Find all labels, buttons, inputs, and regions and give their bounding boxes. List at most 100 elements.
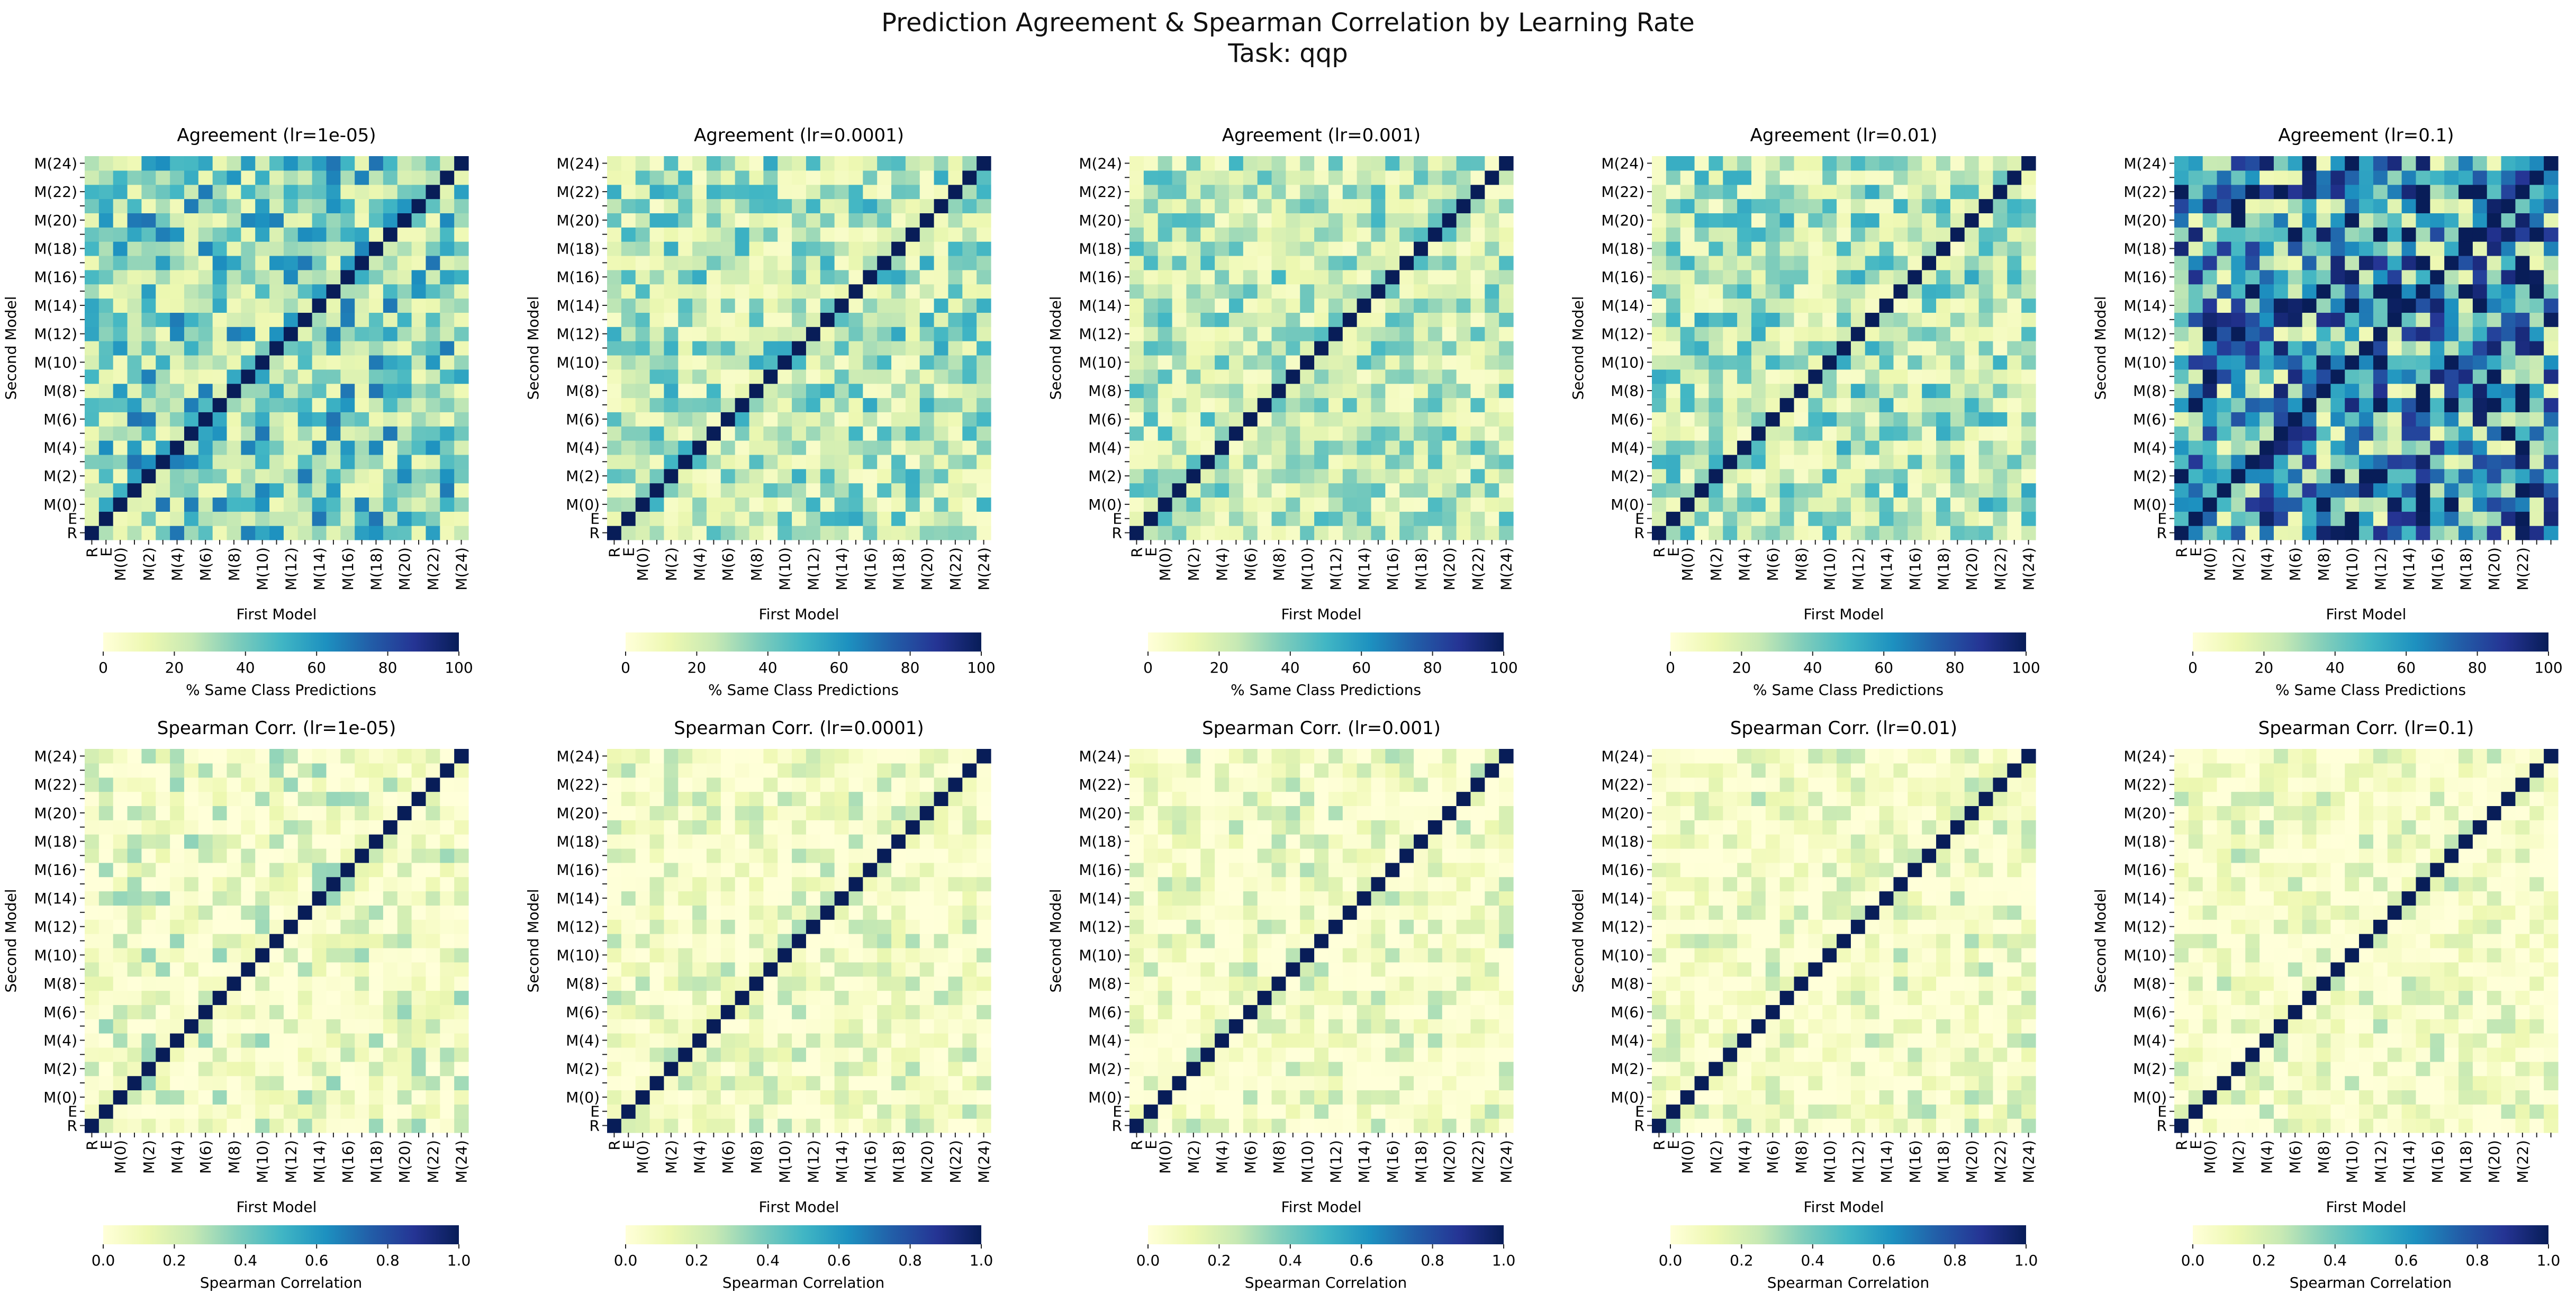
heatmap-cell bbox=[664, 468, 679, 484]
heatmap-cell bbox=[2007, 198, 2022, 214]
heatmap-cell bbox=[297, 526, 313, 540]
heatmap-cell bbox=[763, 383, 778, 399]
heatmap-cell bbox=[664, 526, 679, 540]
heatmap-cell bbox=[1357, 298, 1372, 313]
heatmap-cell bbox=[1215, 468, 1230, 484]
heatmap-cell bbox=[2245, 269, 2260, 285]
heatmap-cell bbox=[692, 511, 707, 526]
heatmap-cell bbox=[283, 170, 299, 185]
heatmap-cell bbox=[763, 284, 778, 299]
heatmap-cell bbox=[297, 891, 313, 906]
heatmap-cell bbox=[297, 298, 313, 313]
heatmap-cell bbox=[1978, 355, 1994, 370]
y-tick-label: M(10) bbox=[556, 354, 600, 371]
heatmap-cell bbox=[863, 284, 878, 299]
heatmap-cell bbox=[2188, 241, 2203, 256]
heatmap-cell bbox=[2529, 198, 2544, 214]
heatmap-cell bbox=[863, 255, 878, 270]
heatmap-cell bbox=[2430, 312, 2445, 327]
heatmap-cell bbox=[1342, 468, 1358, 484]
heatmap-cell bbox=[2387, 383, 2402, 399]
heatmap-cell bbox=[355, 426, 369, 441]
heatmap-cell bbox=[1228, 327, 1244, 341]
heatmap-cell bbox=[340, 934, 355, 948]
heatmap-cell bbox=[326, 383, 341, 399]
heatmap-cell bbox=[1186, 526, 1201, 540]
heatmap-cell bbox=[2430, 383, 2445, 399]
x-tick-label: E bbox=[97, 1140, 115, 1150]
heatmap-cell bbox=[411, 820, 427, 835]
heatmap-cell bbox=[635, 355, 650, 370]
heatmap-cell bbox=[1371, 497, 1386, 512]
heatmap-cell bbox=[1228, 269, 1244, 285]
heatmap-cell bbox=[1779, 440, 1795, 455]
heatmap-cell bbox=[227, 440, 241, 455]
heatmap-cell bbox=[1993, 497, 2008, 512]
heatmap-cell bbox=[141, 848, 156, 863]
heatmap-cell bbox=[2021, 284, 2036, 299]
heatmap-cell bbox=[763, 1104, 778, 1119]
heatmap-cell bbox=[1499, 397, 1514, 412]
heatmap-cell bbox=[397, 355, 412, 370]
heatmap-cell bbox=[241, 355, 256, 370]
heatmap-cell bbox=[440, 820, 455, 835]
heatmap-cell bbox=[440, 284, 455, 299]
heatmap-cell bbox=[1357, 213, 1372, 228]
heatmap-cell bbox=[649, 1033, 665, 1048]
heatmap-cell bbox=[255, 412, 270, 427]
heatmap-cell bbox=[2316, 383, 2331, 399]
heatmap-cell bbox=[778, 483, 792, 498]
heatmap-cell bbox=[340, 1118, 355, 1133]
heatmap-cell bbox=[2273, 440, 2289, 455]
heatmap-cell bbox=[1652, 412, 1667, 427]
heatmap-cell bbox=[397, 198, 412, 214]
heatmap-cell bbox=[326, 454, 341, 469]
heatmap-cell bbox=[1172, 198, 1187, 214]
heatmap-cell bbox=[127, 284, 142, 299]
heatmap-cell bbox=[820, 312, 835, 327]
heatmap-cell bbox=[778, 369, 792, 384]
heatmap-cell bbox=[1427, 426, 1443, 441]
heatmap-cell bbox=[1680, 454, 1695, 469]
heatmap-cell bbox=[1427, 198, 1443, 214]
heatmap-cell bbox=[184, 255, 199, 270]
heatmap-cell bbox=[113, 341, 128, 356]
heatmap-cell bbox=[156, 483, 170, 498]
heatmap-cell bbox=[440, 454, 455, 469]
heatmap-cell bbox=[735, 1118, 750, 1133]
heatmap-cell bbox=[948, 255, 963, 270]
heatmap-cell bbox=[355, 170, 369, 185]
heatmap-cell bbox=[170, 876, 185, 892]
heatmap-cell bbox=[454, 947, 469, 963]
heatmap-cell bbox=[1357, 255, 1372, 270]
heatmap-cell bbox=[2202, 198, 2218, 214]
heatmap-cell bbox=[156, 269, 170, 285]
heatmap-cell bbox=[2359, 412, 2374, 427]
heatmap-cell bbox=[1794, 312, 1809, 327]
heatmap-cell bbox=[2273, 369, 2289, 384]
heatmap-cell bbox=[1666, 355, 1681, 370]
heatmap-cell bbox=[2021, 241, 2036, 256]
heatmap-cell bbox=[1723, 198, 1738, 214]
heatmap-cell bbox=[2459, 198, 2473, 214]
heatmap-cell bbox=[692, 1104, 707, 1119]
heatmap-cell bbox=[440, 1061, 455, 1077]
heatmap-cell bbox=[2302, 483, 2317, 498]
heatmap-cell bbox=[227, 312, 241, 327]
heatmap-cell bbox=[1978, 483, 1994, 498]
heatmap-cell bbox=[2174, 397, 2189, 412]
heatmap-cell bbox=[2302, 526, 2317, 540]
colorbar bbox=[1670, 632, 2026, 652]
heatmap-cell bbox=[1215, 327, 1230, 341]
heatmap-cell bbox=[269, 1047, 284, 1062]
heatmap-cell bbox=[977, 976, 991, 991]
heatmap-cell bbox=[326, 468, 341, 484]
heatmap-cell bbox=[735, 1104, 750, 1119]
heatmap-cell bbox=[1723, 156, 1738, 171]
x-tick-label: M(10) bbox=[254, 547, 272, 591]
heatmap-cell bbox=[2273, 255, 2289, 270]
heatmap-cell bbox=[2188, 170, 2203, 185]
heatmap-cell bbox=[1286, 426, 1300, 441]
heatmap-cell bbox=[2416, 497, 2430, 512]
y-tick-label: M(4) bbox=[2133, 439, 2167, 456]
